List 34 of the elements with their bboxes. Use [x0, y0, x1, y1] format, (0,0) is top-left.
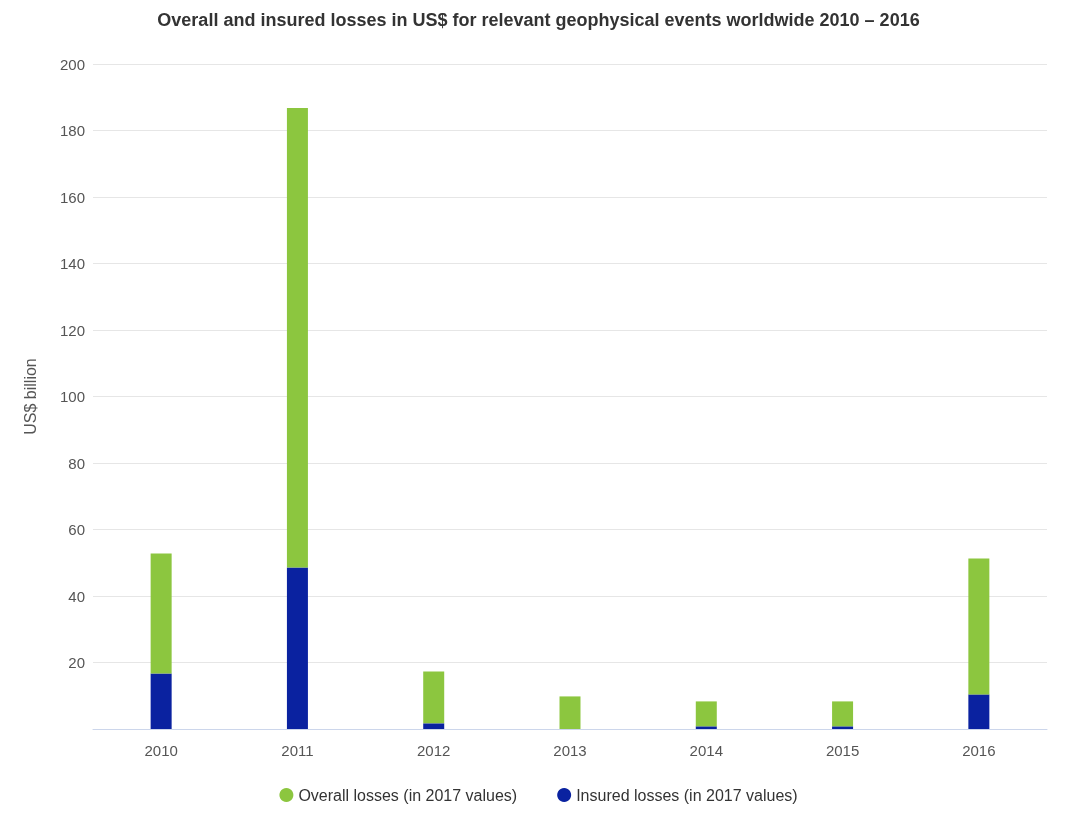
bar [695, 701, 717, 727]
y-axis-title: US$ billion [21, 358, 39, 435]
legend-label: Overall losses (in 2017 values) [298, 786, 518, 804]
bar [286, 107, 308, 568]
y-tick-label: 100 [59, 388, 85, 405]
y-tick-label: 160 [59, 188, 85, 206]
x-tick-label: 2010 [144, 742, 178, 759]
bar [968, 558, 990, 695]
y-tick-label: 80 [68, 454, 85, 472]
y-tick-label: 200 [59, 55, 85, 73]
x-tick-label: 2016 [962, 742, 996, 759]
x-tick-label: 2015 [825, 742, 860, 759]
bar [286, 567, 308, 729]
bar [150, 673, 172, 729]
y-tick-label: 60 [68, 521, 85, 538]
y-tick-label: 140 [59, 255, 85, 272]
y-tick-label: 40 [68, 587, 85, 605]
y-tick-label: 120 [59, 321, 85, 339]
bar [423, 723, 445, 729]
bar [423, 671, 445, 724]
y-tick-label: 20 [68, 654, 85, 671]
bar [559, 696, 581, 729]
chart-title: Overall and insured losses in US$ for relevant geophysical events worldwide 2010 – 2016 [157, 10, 920, 30]
bar [832, 726, 854, 729]
y-tick-label: 180 [59, 122, 85, 139]
bar [150, 553, 172, 674]
bar [695, 726, 717, 729]
bar [968, 694, 990, 729]
x-tick-label: 2011 [281, 742, 314, 759]
x-tick-label: 2012 [417, 742, 451, 759]
bar [832, 701, 854, 727]
legend-label: Insured losses (in 2017 values) [576, 786, 798, 804]
x-tick-label: 2014 [689, 742, 723, 759]
x-tick-label: 2013 [553, 742, 587, 759]
